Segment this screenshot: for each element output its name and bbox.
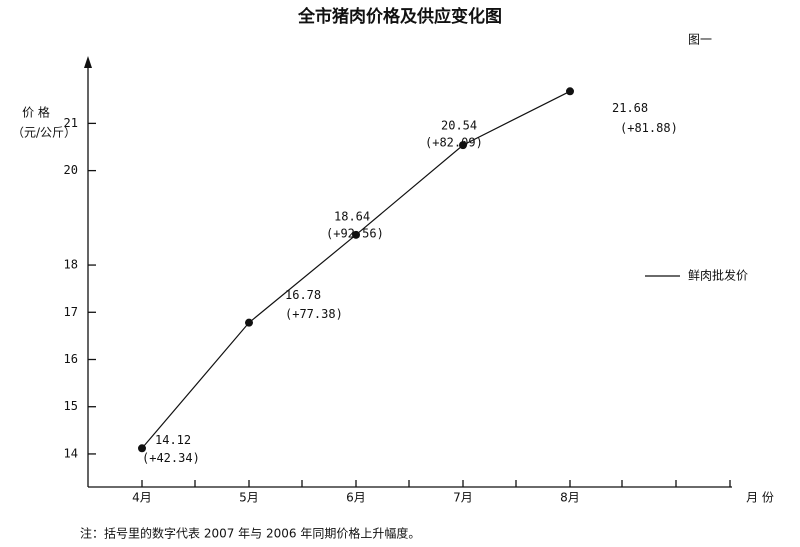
- y-tick-label: 14: [64, 446, 78, 460]
- y-tick-label: 16: [64, 352, 78, 366]
- value-label: 14.12: [155, 433, 191, 447]
- growth-label: (+81.88): [620, 121, 678, 135]
- y-axis-label: 价 格: [22, 105, 50, 120]
- growth-label: (+92.56): [326, 226, 384, 240]
- x-minor-ticks: [194, 480, 731, 487]
- data-point: [245, 318, 253, 327]
- series-line: [141, 90, 571, 449]
- data-point: [566, 87, 574, 96]
- growth-label: (+77.38): [285, 307, 343, 321]
- y-axis-unit: （元/公斤）: [12, 126, 76, 140]
- value-label: 21.68: [612, 101, 648, 115]
- figure-label: 图一: [688, 33, 712, 47]
- data-point: [459, 141, 467, 150]
- growth-label: (+42.34): [142, 451, 200, 465]
- y-axis-arrow: [84, 56, 92, 68]
- x-tick-label: 7月: [453, 491, 473, 505]
- y-tick-label: 18: [64, 258, 78, 272]
- y-tick-label: 17: [64, 305, 78, 319]
- value-label: 20.54: [441, 119, 477, 133]
- data-point: [352, 230, 360, 239]
- footnote: 注：括号里的数字代表 2007 年与 2006 年同期价格上升幅度。: [80, 526, 420, 541]
- growth-label: (+82.09): [425, 136, 483, 150]
- x-tick-label: 5月: [239, 491, 259, 505]
- x-tick-label: 6月: [346, 491, 366, 505]
- x-tick-label: 8月: [560, 491, 580, 505]
- value-label: 16.78: [285, 288, 321, 302]
- chart-title: 全市猪肉价格及供应变化图: [297, 6, 502, 27]
- legend-label: 鲜肉批发价: [688, 268, 748, 283]
- data-point: [138, 444, 146, 453]
- x-tick-label: 4月: [132, 491, 152, 505]
- value-label: 18.64: [334, 209, 370, 223]
- y-tick-label: 20: [64, 163, 78, 177]
- y-tick-label: 15: [64, 399, 78, 413]
- x-axis-label: 月 份: [746, 491, 774, 505]
- y-tick-label: 21: [64, 116, 78, 130]
